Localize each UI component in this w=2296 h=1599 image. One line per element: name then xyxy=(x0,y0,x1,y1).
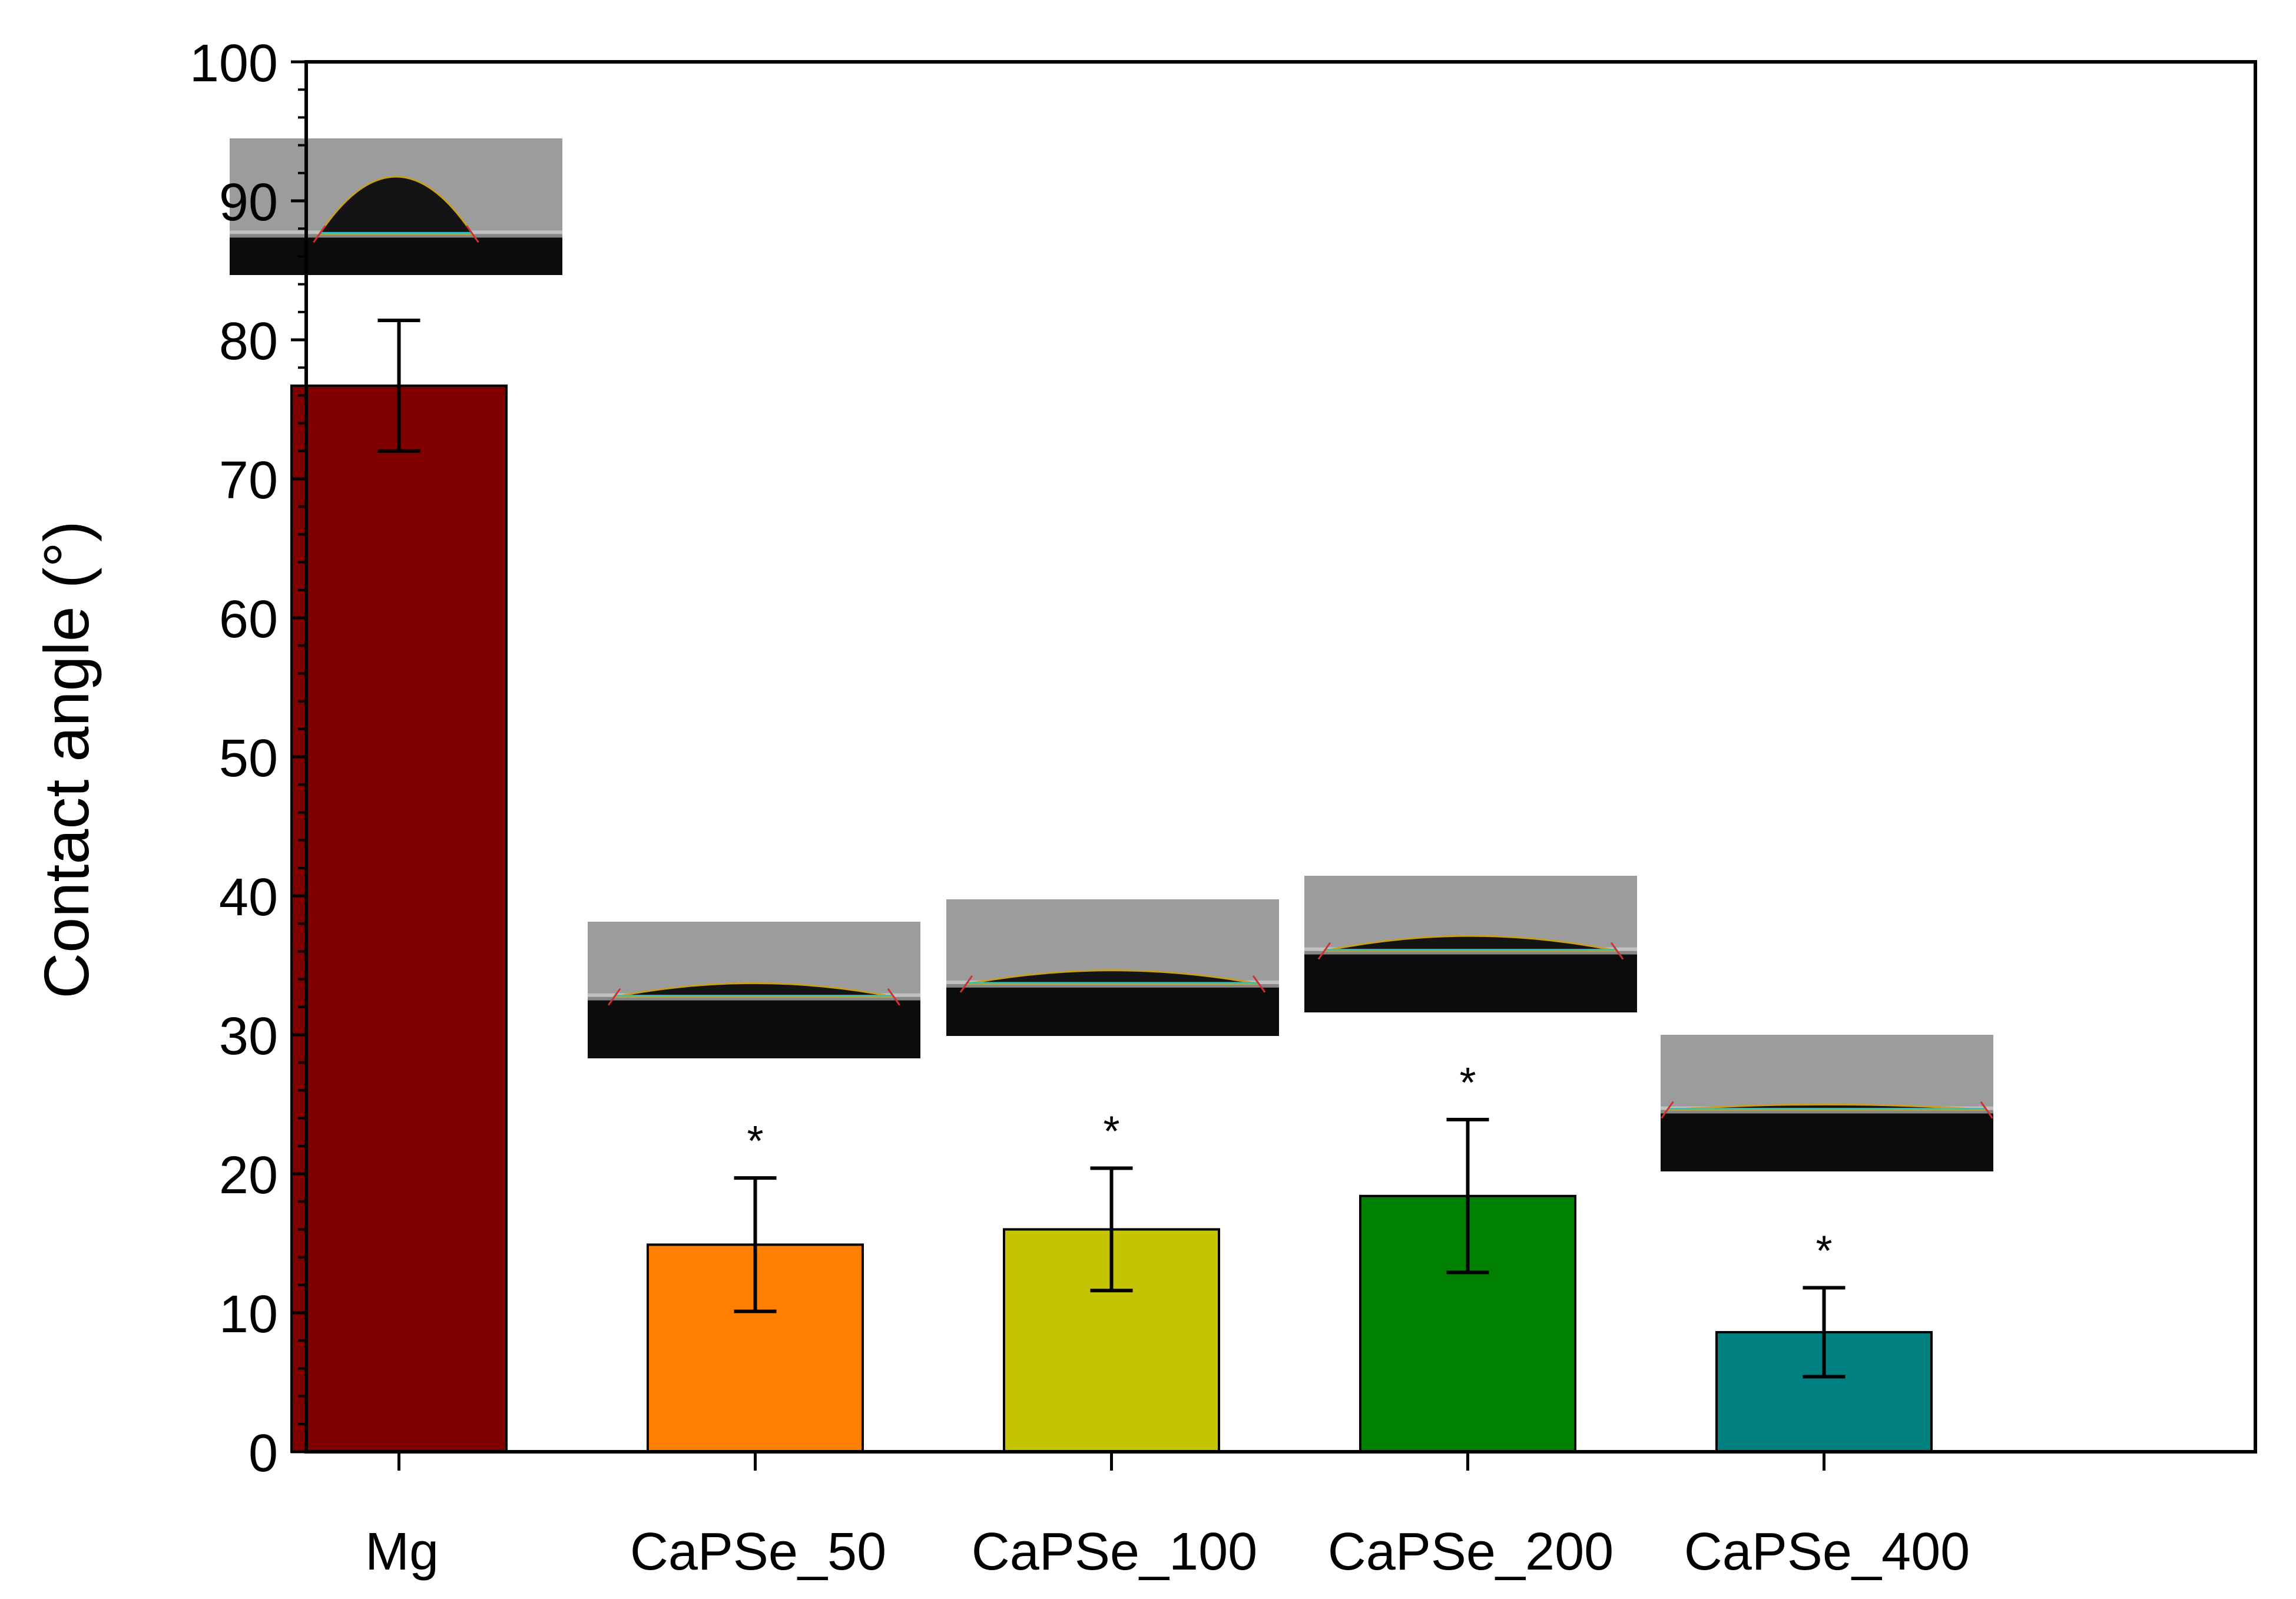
inset-angle-marker-right xyxy=(466,225,479,243)
x-tick-label-capse-50: CaPSe_50 xyxy=(630,1522,886,1581)
inset-angle-marker-right xyxy=(1252,975,1266,993)
inset-droplet-photo-capse-100 xyxy=(946,899,1279,1036)
inset-angle-marker-left xyxy=(313,225,326,243)
y-axis-title: Contact angle (°) xyxy=(31,521,102,999)
inset-droplet-photo-capse-50 xyxy=(588,922,920,1058)
inset-droplet xyxy=(317,176,475,235)
y-tick-label: 0 xyxy=(249,1424,278,1483)
inset-angle-marker-right xyxy=(1980,1101,1993,1119)
inset-substrate xyxy=(946,984,1279,1036)
bar-mg xyxy=(290,384,508,1453)
error-bar-mg xyxy=(377,318,420,453)
error-bar-capse-100 xyxy=(1090,1166,1133,1293)
inset-angle-marker-left xyxy=(607,988,621,1006)
error-bar-capse-50 xyxy=(734,1176,777,1313)
y-tick-label: 60 xyxy=(219,590,278,649)
inset-substrate xyxy=(1304,951,1637,1012)
x-tick-label-mg: Mg xyxy=(365,1522,439,1581)
significance-marker: * xyxy=(747,1118,763,1165)
inset-background xyxy=(1661,1035,1993,1110)
y-tick-label: 50 xyxy=(219,729,278,788)
significance-marker: * xyxy=(1103,1108,1119,1156)
inset-droplet xyxy=(614,982,894,998)
y-tick-label: 80 xyxy=(219,312,278,371)
error-bar-capse-200 xyxy=(1446,1117,1489,1274)
y-tick-label: 10 xyxy=(219,1285,278,1344)
y-tick-label: 100 xyxy=(190,34,278,93)
error-bar-capse-400 xyxy=(1803,1286,1846,1379)
x-tick-label-capse-100: CaPSe_100 xyxy=(972,1522,1257,1581)
x-tick-label-capse-200: CaPSe_200 xyxy=(1328,1522,1614,1581)
y-tick-label: 20 xyxy=(219,1146,278,1205)
inset-substrate xyxy=(230,234,562,275)
inset-substrate xyxy=(1661,1110,1993,1171)
y-tick-label: 40 xyxy=(219,868,278,927)
y-tick-label: 90 xyxy=(219,173,278,232)
inset-angle-marker-right xyxy=(1610,942,1624,960)
y-tick-label: 70 xyxy=(219,451,278,510)
inset-droplet xyxy=(966,969,1260,985)
inset-angle-marker-left xyxy=(1661,1101,1674,1119)
x-tick-label-capse-400: CaPSe_400 xyxy=(1684,1522,1970,1581)
inset-angle-marker-left xyxy=(1317,942,1331,960)
plot-frame xyxy=(304,60,2257,1454)
inset-droplet-photo-capse-200 xyxy=(1304,876,1637,1012)
significance-marker: * xyxy=(1459,1060,1476,1107)
inset-angle-marker-right xyxy=(887,988,901,1006)
inset-droplet-photo-mg xyxy=(230,138,562,275)
inset-droplet xyxy=(1324,935,1618,952)
inset-substrate xyxy=(588,997,920,1058)
y-tick-label: 30 xyxy=(219,1007,278,1066)
significance-marker: * xyxy=(1815,1228,1832,1275)
inset-droplet-photo-capse-400 xyxy=(1661,1035,1993,1171)
inset-angle-marker-left xyxy=(959,975,973,993)
